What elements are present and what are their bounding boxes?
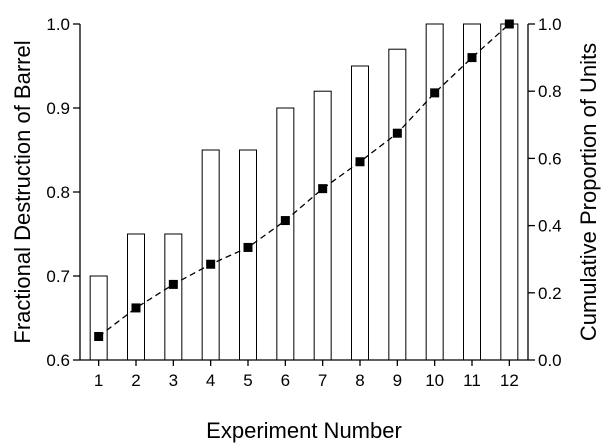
bar-10 xyxy=(425,23,444,361)
point-11 xyxy=(467,53,477,63)
axes xyxy=(79,24,529,361)
y2-tick-label: 0.6 xyxy=(538,149,562,168)
x-tick-label: 4 xyxy=(206,371,215,390)
y-tick-label: 1.0 xyxy=(46,15,70,34)
y2-tick-label: 0.8 xyxy=(538,82,562,101)
y2-tick-label: 0.2 xyxy=(538,284,562,303)
bar-9 xyxy=(388,48,407,361)
y2-tick-label: 0.0 xyxy=(538,351,562,370)
bar-7 xyxy=(313,90,332,361)
bar-5 xyxy=(239,149,257,361)
y2-axis-title: Cumulative Proportion of Units xyxy=(576,43,601,341)
y-tick-label: 0.6 xyxy=(46,351,70,370)
bar-1 xyxy=(89,275,108,361)
x-tick-label: 10 xyxy=(425,371,444,390)
y2-tick-label: 0.4 xyxy=(538,217,562,236)
point-12 xyxy=(504,19,514,29)
x-tick-label: 7 xyxy=(318,371,327,390)
bar-group xyxy=(89,23,519,361)
y2-tick-label: 1.0 xyxy=(538,15,562,34)
x-tick-label: 12 xyxy=(500,371,519,390)
x-tick-label: 2 xyxy=(131,371,140,390)
y-axis-title: Fractional Destruction of Barrel xyxy=(10,40,35,343)
bar-2 xyxy=(127,233,145,361)
point-5 xyxy=(243,242,253,252)
x-tick-label: 1 xyxy=(94,371,103,390)
bar-11 xyxy=(463,23,481,361)
x-tick-label: 11 xyxy=(463,371,481,390)
y-tick-label: 0.7 xyxy=(46,267,70,286)
x-axis-title: Experiment Number xyxy=(206,418,402,443)
bar-3 xyxy=(164,233,183,361)
cumulative-line xyxy=(98,23,510,337)
x-tick-label: 9 xyxy=(393,371,402,390)
x-tick-label: 3 xyxy=(169,371,178,390)
x-tick-label: 8 xyxy=(355,371,364,390)
point-8 xyxy=(355,157,365,167)
point-2 xyxy=(131,303,141,313)
point-9 xyxy=(392,128,402,138)
point-1 xyxy=(94,331,104,341)
point-7 xyxy=(318,184,328,194)
point-4 xyxy=(206,259,216,269)
point-3 xyxy=(168,279,178,289)
bar-12 xyxy=(500,23,519,361)
point-6 xyxy=(280,216,290,226)
point-10 xyxy=(430,88,440,98)
bar-8 xyxy=(351,65,369,361)
line-group xyxy=(94,19,514,341)
y-tick-label: 0.8 xyxy=(46,183,70,202)
x-tick-label: 5 xyxy=(243,371,252,390)
bar-6 xyxy=(276,107,295,361)
ticks: 0.60.70.80.91.00.00.20.40.60.81.01 2 3 4 5 6 7… xyxy=(46,15,561,390)
bar-4 xyxy=(201,149,220,361)
x-tick-label: 6 xyxy=(281,371,290,390)
y-tick-label: 0.9 xyxy=(46,99,70,118)
